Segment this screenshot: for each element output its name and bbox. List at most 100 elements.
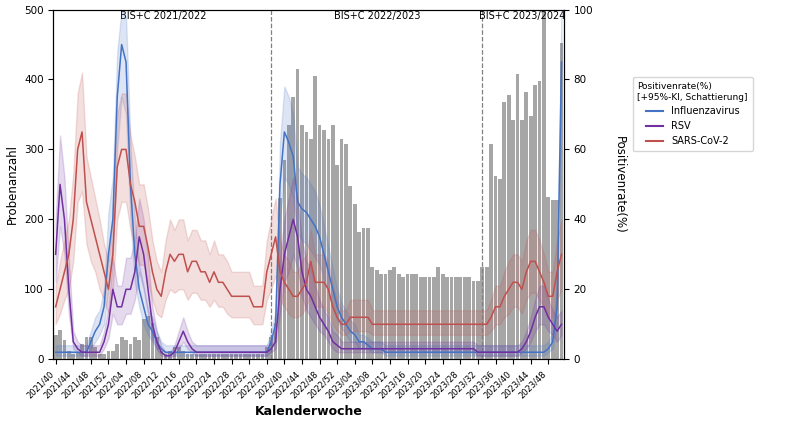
Bar (199, 354, 202, 359)
Bar (481, 267, 484, 359)
Bar (71, 354, 75, 359)
Text: BIS+C 2021/2022: BIS+C 2021/2022 (120, 11, 206, 21)
Bar (498, 179, 502, 359)
Bar (529, 116, 533, 359)
Bar (340, 139, 343, 359)
Bar (164, 354, 167, 359)
Bar (490, 144, 493, 359)
Bar (384, 274, 387, 359)
Bar (388, 270, 392, 359)
Bar (142, 319, 146, 359)
Bar (428, 277, 431, 359)
Bar (370, 267, 374, 359)
Bar (221, 354, 225, 359)
Bar (379, 274, 383, 359)
Bar (467, 277, 471, 359)
Bar (106, 351, 110, 359)
Bar (520, 120, 524, 359)
Bar (507, 95, 510, 359)
Bar (511, 120, 515, 359)
Bar (120, 337, 123, 359)
Bar (331, 125, 334, 359)
Bar (102, 354, 106, 359)
Bar (217, 354, 220, 359)
Bar (194, 354, 198, 359)
Bar (76, 352, 79, 359)
Bar (419, 277, 422, 359)
Bar (115, 344, 119, 359)
Bar (349, 186, 352, 359)
Bar (186, 354, 190, 359)
Bar (314, 76, 317, 359)
Bar (256, 354, 260, 359)
Bar (546, 197, 550, 359)
Bar (168, 351, 172, 359)
Bar (238, 354, 242, 359)
Bar (362, 228, 366, 359)
Bar (124, 340, 128, 359)
Bar (402, 277, 405, 359)
Bar (397, 274, 401, 359)
Text: BIS+C 2023/2024: BIS+C 2023/2024 (478, 11, 565, 21)
Bar (309, 139, 313, 359)
Bar (230, 354, 234, 359)
Bar (208, 354, 211, 359)
Bar (358, 232, 361, 359)
Bar (278, 198, 282, 359)
Bar (534, 85, 537, 359)
Bar (437, 267, 440, 359)
Bar (538, 81, 542, 359)
Bar (300, 125, 304, 359)
Bar (159, 351, 163, 359)
Bar (375, 270, 378, 359)
Bar (270, 337, 273, 359)
Bar (89, 337, 93, 359)
Bar (190, 354, 194, 359)
Bar (265, 347, 269, 359)
Bar (472, 281, 475, 359)
Bar (173, 347, 176, 359)
Bar (406, 274, 410, 359)
Bar (203, 354, 207, 359)
Bar (247, 354, 251, 359)
Bar (494, 176, 498, 359)
Bar (476, 281, 480, 359)
Bar (441, 274, 445, 359)
Bar (226, 354, 229, 359)
Bar (446, 277, 449, 359)
Bar (67, 351, 70, 359)
Bar (274, 323, 278, 359)
Bar (234, 354, 238, 359)
Bar (296, 69, 299, 359)
Bar (146, 316, 150, 359)
Bar (212, 354, 216, 359)
Bar (58, 330, 62, 359)
Bar (54, 335, 58, 359)
Bar (322, 130, 326, 359)
Bar (542, 8, 546, 359)
Bar (261, 354, 264, 359)
Bar (282, 160, 286, 359)
Bar (414, 274, 418, 359)
Y-axis label: Probenanzahl: Probenanzahl (6, 145, 18, 224)
Text: BIS+C 2022/2023: BIS+C 2022/2023 (334, 11, 420, 21)
Bar (94, 347, 97, 359)
Bar (62, 340, 66, 359)
Bar (318, 125, 322, 359)
Bar (155, 337, 158, 359)
Bar (551, 200, 554, 359)
Bar (454, 277, 458, 359)
Bar (305, 132, 308, 359)
Bar (450, 277, 454, 359)
X-axis label: Kalenderwoche: Kalenderwoche (254, 405, 362, 418)
Legend: Influenzavirus, RSV, SARS-CoV-2: Influenzavirus, RSV, SARS-CoV-2 (633, 77, 753, 151)
Bar (80, 344, 84, 359)
Bar (150, 323, 154, 359)
Bar (423, 277, 427, 359)
Bar (344, 144, 348, 359)
Bar (291, 97, 295, 359)
Bar (502, 102, 506, 359)
Bar (393, 267, 396, 359)
Bar (458, 277, 462, 359)
Bar (182, 351, 185, 359)
